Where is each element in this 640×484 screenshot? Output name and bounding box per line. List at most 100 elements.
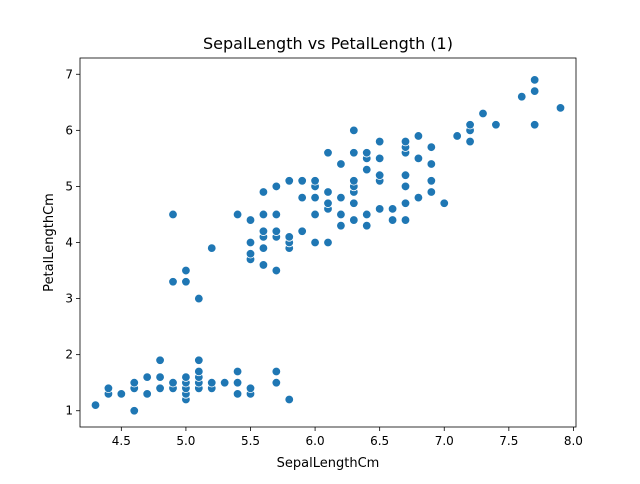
data-point xyxy=(336,159,346,169)
data-point xyxy=(258,243,269,253)
data-point xyxy=(465,136,475,147)
data-point xyxy=(271,265,282,276)
data-point xyxy=(336,220,346,231)
data-point xyxy=(168,378,178,388)
data-point xyxy=(284,394,294,405)
data-point xyxy=(181,277,191,287)
data-point xyxy=(400,181,411,192)
data-point xyxy=(413,192,424,203)
data-point xyxy=(245,249,256,259)
data-point xyxy=(168,277,178,287)
data-point xyxy=(207,243,217,253)
data-point xyxy=(362,220,372,231)
data-point xyxy=(271,366,282,377)
data-point xyxy=(323,148,333,158)
data-point xyxy=(400,170,411,180)
data-point xyxy=(245,215,256,225)
data-point xyxy=(362,164,372,175)
data-point xyxy=(155,355,165,365)
data-point xyxy=(452,131,462,141)
data-points xyxy=(90,75,566,416)
data-point xyxy=(374,170,385,180)
data-point xyxy=(529,120,540,130)
y-axis-label: PetalLengthCm xyxy=(42,193,57,292)
x-tick-label: 7.5 xyxy=(499,434,518,448)
data-point xyxy=(362,148,372,158)
y-tick-label: 5 xyxy=(65,179,73,193)
data-point xyxy=(219,378,230,388)
axes: 4.5 5.0 5.5 6.0 6.5 7.0 7.5 8.0 1 2 3 4 5 6 7 xyxy=(65,57,583,448)
data-point xyxy=(258,209,269,220)
data-point xyxy=(284,176,294,186)
data-point xyxy=(426,187,437,197)
y-axis-ticks: 1 2 3 4 5 6 7 xyxy=(65,67,80,418)
data-point xyxy=(232,389,243,399)
data-point xyxy=(271,226,282,236)
data-point xyxy=(245,383,256,394)
data-point xyxy=(323,187,333,197)
data-point xyxy=(181,265,191,276)
data-point xyxy=(258,260,269,270)
data-point xyxy=(90,400,101,410)
data-point xyxy=(400,215,411,225)
data-point xyxy=(155,383,165,394)
data-point xyxy=(400,136,411,147)
data-point xyxy=(258,226,269,236)
data-point xyxy=(374,153,385,164)
data-point xyxy=(194,366,204,377)
data-point xyxy=(529,75,540,85)
x-tick-label: 7.0 xyxy=(435,434,454,448)
data-point xyxy=(426,142,437,152)
y-tick-label: 1 xyxy=(65,404,73,418)
data-point xyxy=(426,159,437,169)
data-point xyxy=(439,198,449,208)
y-tick-label: 7 xyxy=(65,67,73,81)
data-point xyxy=(478,108,488,119)
data-point xyxy=(310,237,320,248)
data-point xyxy=(323,237,333,248)
data-point xyxy=(116,389,127,399)
y-tick-label: 6 xyxy=(65,123,73,137)
data-point xyxy=(129,378,139,388)
y-tick-label: 2 xyxy=(65,348,73,362)
x-tick-label: 5.0 xyxy=(176,434,195,448)
data-point xyxy=(336,192,346,203)
data-point xyxy=(258,187,269,197)
data-point xyxy=(232,378,243,388)
data-point xyxy=(297,192,307,203)
data-point xyxy=(555,103,566,113)
data-point xyxy=(349,198,359,208)
data-point xyxy=(245,237,256,248)
data-point xyxy=(129,406,139,416)
data-point xyxy=(323,198,333,208)
y-tick-label: 4 xyxy=(65,236,73,250)
data-point xyxy=(142,389,152,399)
data-point xyxy=(491,120,501,130)
x-tick-label: 6.0 xyxy=(306,434,325,448)
data-point xyxy=(465,120,475,130)
data-point xyxy=(336,209,346,220)
data-point xyxy=(349,148,359,158)
x-tick-label: 5.5 xyxy=(241,434,260,448)
data-point xyxy=(310,209,320,220)
x-axis-ticks: 4.5 5.0 5.5 6.0 6.5 7.0 7.5 8.0 xyxy=(112,427,583,448)
data-point xyxy=(181,372,191,382)
data-point xyxy=(310,192,320,203)
data-point xyxy=(297,226,307,236)
data-point xyxy=(362,209,372,220)
data-point xyxy=(271,378,282,388)
data-point xyxy=(413,153,424,164)
data-point xyxy=(349,125,359,136)
y-tick-label: 3 xyxy=(65,292,73,306)
data-point xyxy=(155,372,165,382)
data-point xyxy=(349,176,359,186)
data-point xyxy=(387,204,398,214)
data-point xyxy=(374,136,385,147)
data-point xyxy=(529,86,540,96)
data-point xyxy=(232,209,243,220)
data-point xyxy=(426,176,437,186)
data-point xyxy=(142,372,152,382)
data-point xyxy=(387,215,398,225)
data-point xyxy=(271,181,282,192)
data-point xyxy=(194,355,204,365)
